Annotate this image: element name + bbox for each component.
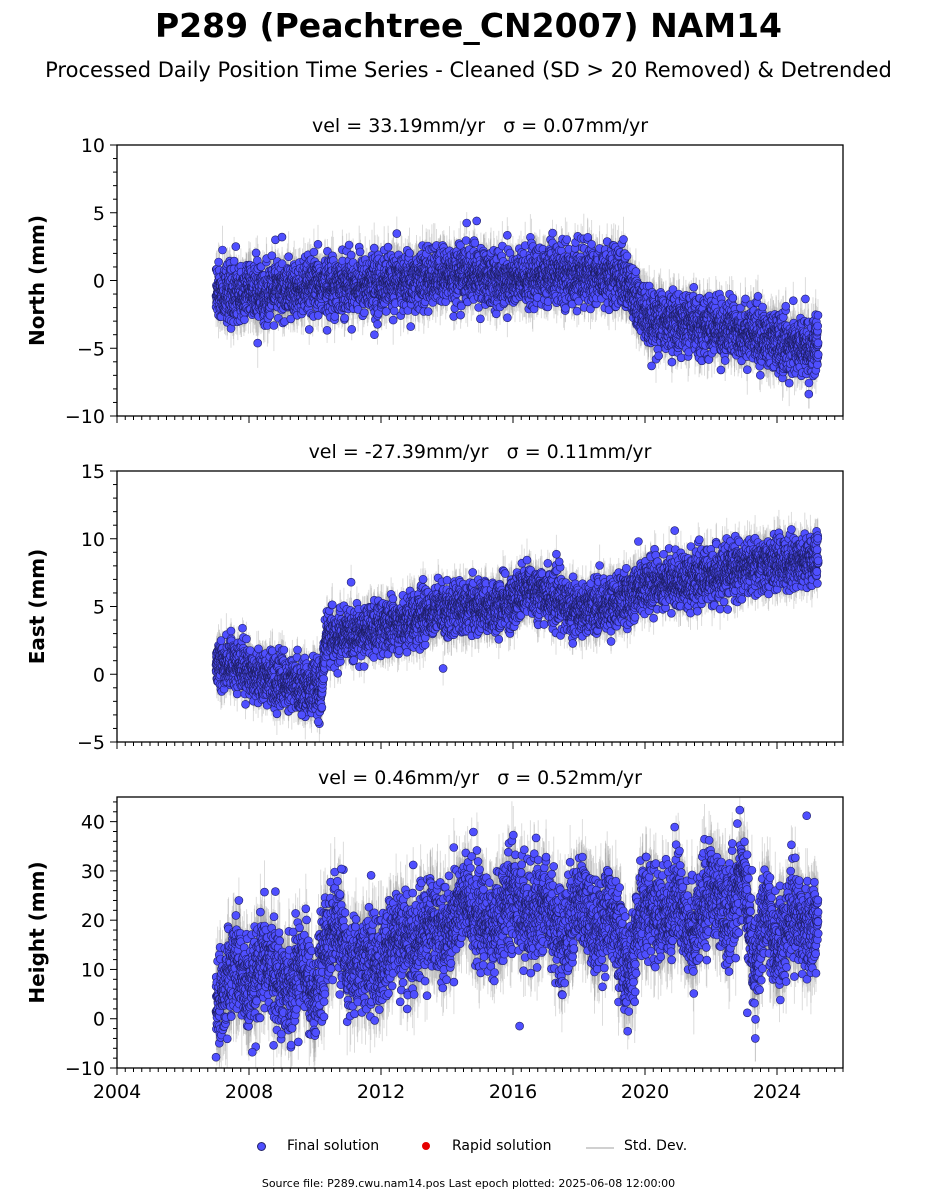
data-layer-north (211, 212, 823, 409)
